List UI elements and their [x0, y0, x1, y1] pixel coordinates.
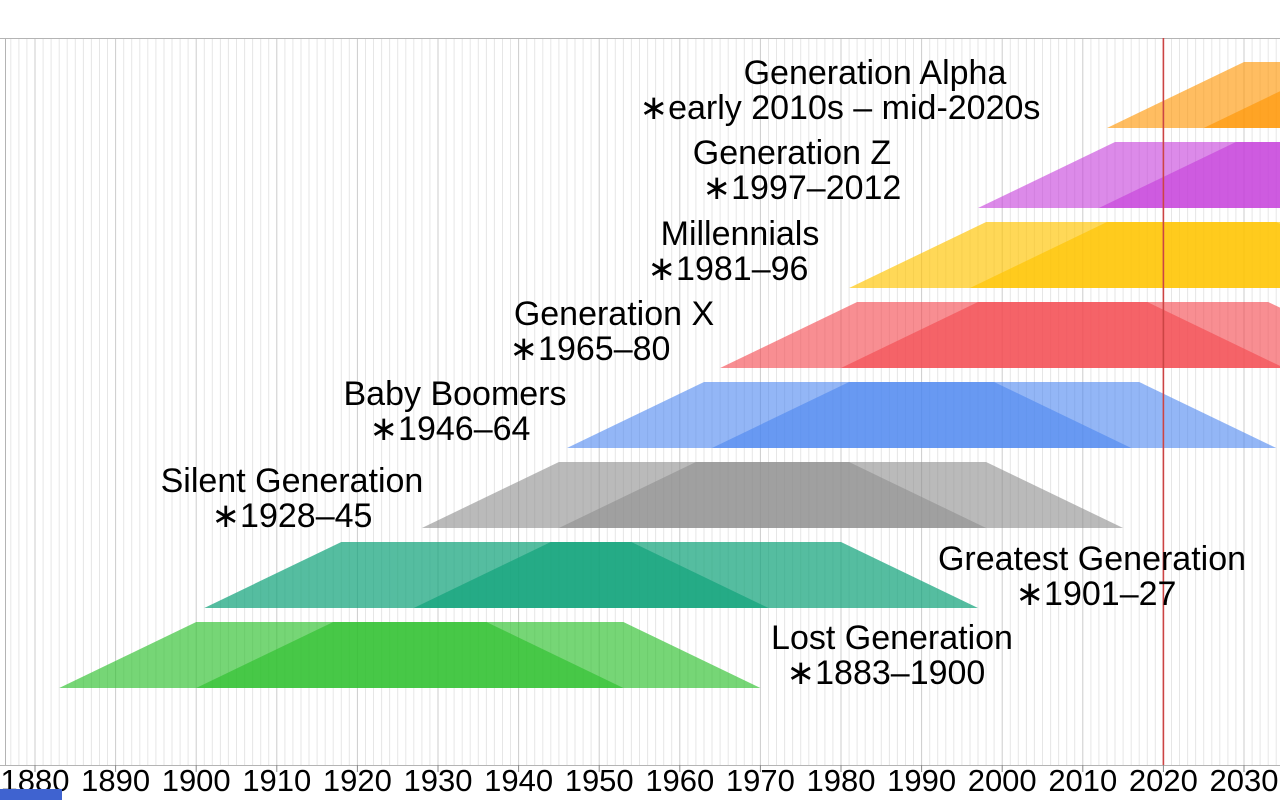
generation-births-generation-x: ∗1965–80 [510, 330, 671, 368]
generation-shape-baby-boomers-last-born [712, 382, 1277, 448]
generation-name-silent-generation: Silent Generation [161, 462, 424, 500]
axis-tick-label: 1910 [242, 763, 311, 798]
generation-shape-generation-z-last-born [1098, 142, 1280, 208]
generation-shapes [59, 62, 1280, 688]
generation-name-baby-boomers: Baby Boomers [344, 375, 567, 413]
generation-births-generation-z: ∗1997–2012 [703, 169, 902, 207]
generation-shape-greatest-generation-last-born [413, 542, 978, 608]
generation-name-millennials: Millennials [661, 215, 820, 253]
generation-shape-generation-x-last-born [841, 302, 1280, 368]
axis-tick-label: 1960 [645, 763, 714, 798]
axis-tick-label: 1890 [81, 763, 150, 798]
axis-tick-label: 2020 [1129, 763, 1198, 798]
generation-name-generation-x: Generation X [514, 295, 714, 333]
generation-births-greatest-generation: ∗1901–27 [1016, 575, 1177, 613]
axis-tick-label: 2000 [968, 763, 1037, 798]
axis-tick-label: 1950 [565, 763, 634, 798]
generation-births-millennials: ∗1981–96 [648, 250, 809, 288]
generation-name-greatest-generation: Greatest Generation [938, 540, 1246, 578]
generation-name-generation-alpha: Generation Alpha [744, 54, 1007, 92]
generation-shape-generation-alpha-last-born [1203, 91, 1280, 128]
plot-frame [0, 38, 1280, 766]
axis-tick-label: 1920 [323, 763, 392, 798]
x-axis: 1880 1890 1900 1910 1920 1930 1940 1950 1960 1970… [1, 763, 1279, 798]
generation-shape-millennials-last-born [970, 222, 1280, 288]
axis-tick-label: 1930 [404, 763, 473, 798]
generation-births-generation-alpha: ∗early 2010s – mid-2020s [640, 89, 1041, 127]
generation-labels: Generation Alpha∗early 2010s – mid-2020s… [161, 54, 1246, 692]
axis-tick-label: 2030 [1210, 763, 1279, 798]
generation-shape-generation-alpha-first-born [1107, 62, 1280, 128]
generation-births-silent-generation: ∗1928–45 [212, 497, 373, 535]
generation-shape-silent-generation-last-born [558, 462, 1124, 528]
generation-births-baby-boomers: ∗1946–64 [370, 410, 531, 448]
generation-name-lost-generation: Lost Generation [771, 619, 1013, 657]
axis-tick-label: 1970 [726, 763, 795, 798]
axis-tick-label: 1900 [162, 763, 231, 798]
bottom-left-partial-element [0, 789, 62, 800]
axis-tick-label: 1990 [887, 763, 956, 798]
axis-tick-label: 1940 [484, 763, 553, 798]
generation-name-generation-z: Generation Z [693, 134, 891, 172]
axis-tick-label: 1980 [807, 763, 876, 798]
generation-shape-lost-generation-last-born [196, 622, 761, 688]
axis-tick-label: 2010 [1048, 763, 1117, 798]
generation-births-lost-generation: ∗1883–1900 [787, 654, 986, 692]
